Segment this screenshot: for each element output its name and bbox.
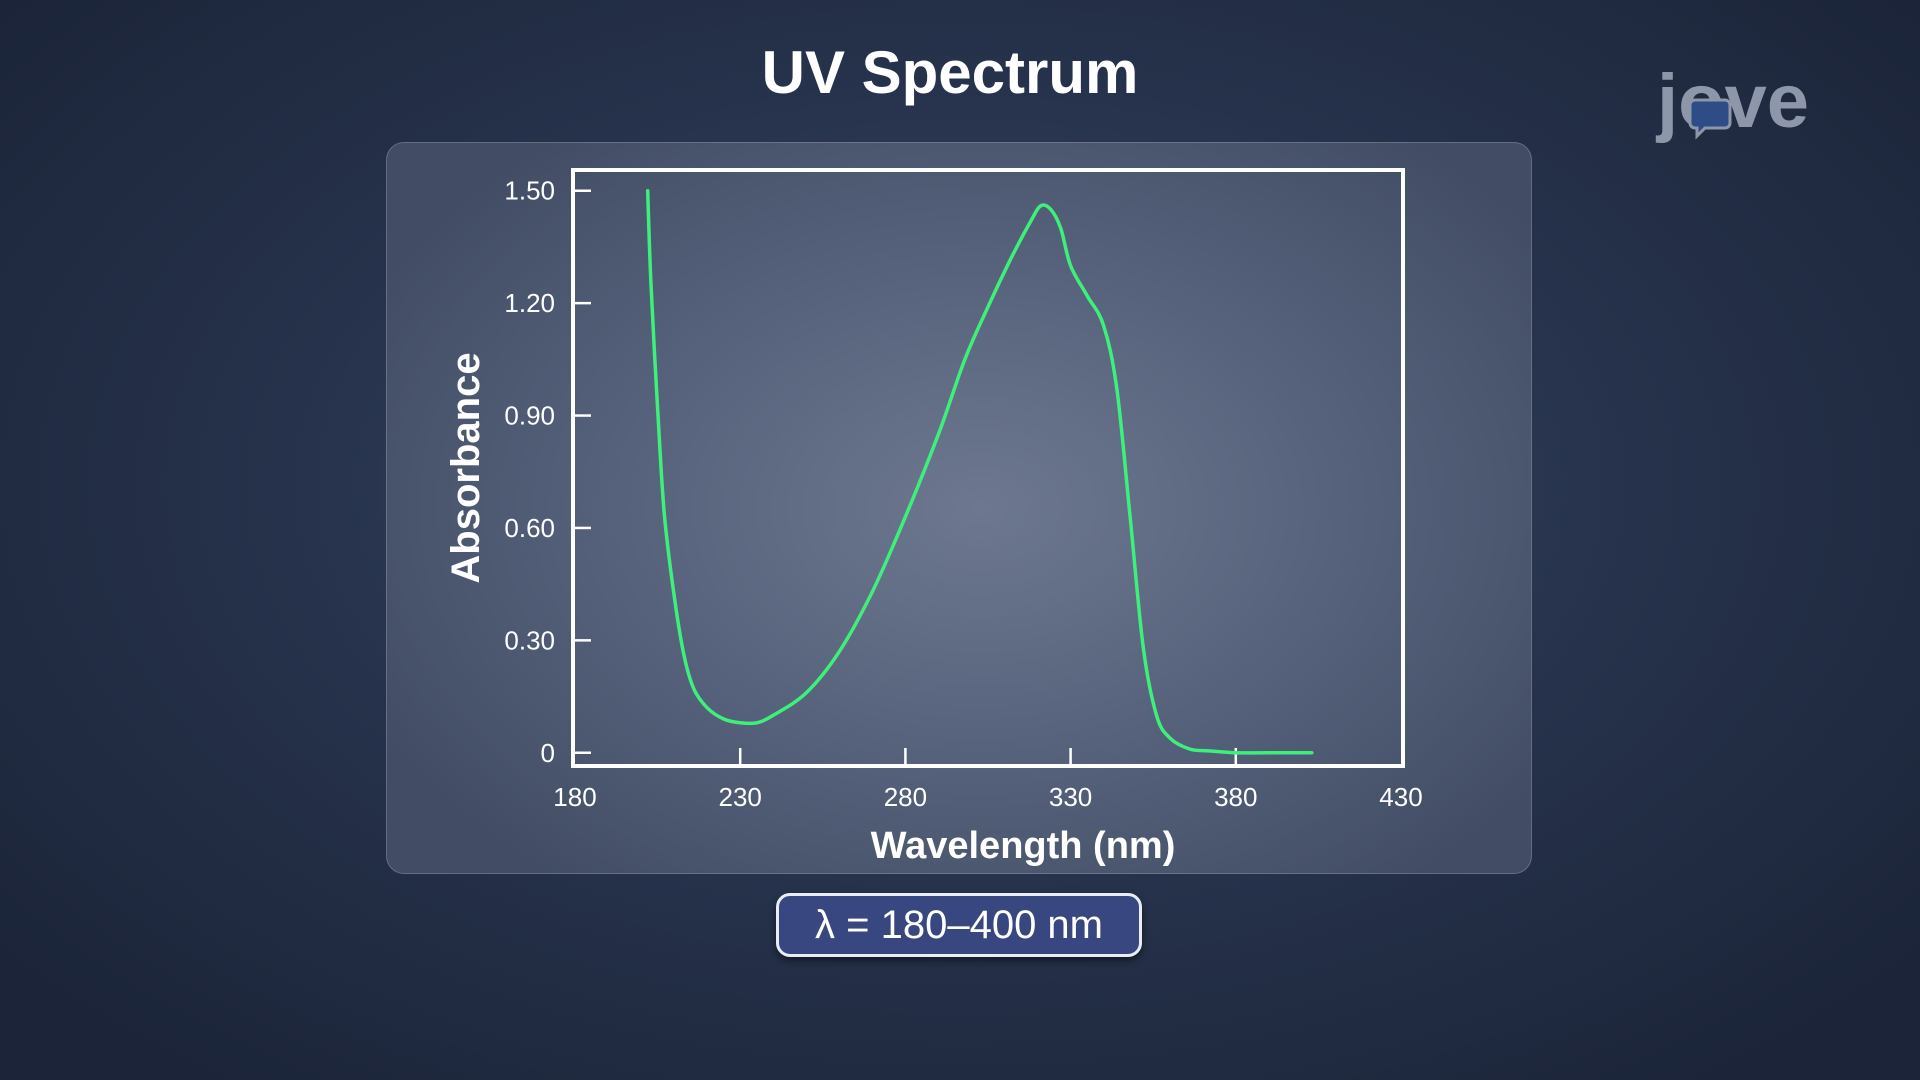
absorbance-curve (645, 188, 1314, 755)
x-tick-label: 430 (1379, 782, 1422, 812)
y-tick-label: 0.90 (504, 401, 555, 431)
x-tick-label: 230 (719, 782, 762, 812)
y-tick-label: 0.30 (504, 625, 555, 655)
logo-text: jove (1655, 59, 1809, 144)
speech-bubble-icon (1688, 98, 1732, 140)
y-tick-label: 0.60 (504, 513, 555, 543)
chart-panel: 0 0.30 0.60 0.90 1.20 1.50 180 230 280 330 380 430… (386, 142, 1532, 874)
x-tick-label: 380 (1214, 782, 1257, 812)
y-tick-label: 1.50 (504, 176, 555, 206)
wavelength-range-badge: λ = 180–400 nm (776, 893, 1142, 957)
uv-spectrum-chart: 0 0.30 0.60 0.90 1.20 1.50 180 230 280 330 380 430… (444, 168, 1423, 867)
y-tick-label: 1.20 (504, 288, 555, 318)
x-tick-label: 180 (553, 782, 596, 812)
y-tick-label: 0 (541, 738, 555, 768)
plot-frame (571, 168, 1405, 768)
slide-title: UV Spectrum (761, 39, 1139, 106)
jove-logo: jove (1655, 59, 1809, 144)
x-tick-label: 280 (884, 782, 927, 812)
y-axis-label: Absorbance (444, 352, 488, 583)
x-tick-label: 330 (1049, 782, 1092, 812)
x-axis-label: Wavelength (nm) (871, 825, 1176, 867)
